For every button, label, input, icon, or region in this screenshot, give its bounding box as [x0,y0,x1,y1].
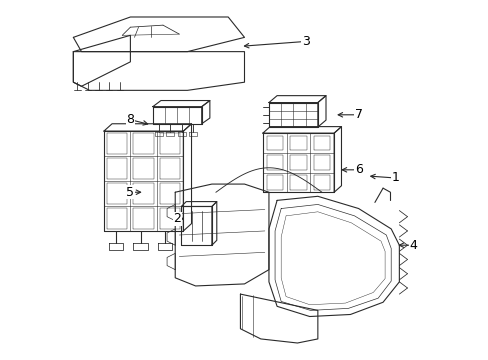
Text: 3: 3 [301,35,309,48]
Text: 6: 6 [354,163,362,176]
Text: 7: 7 [354,108,362,121]
Text: 4: 4 [409,239,417,252]
Text: 5: 5 [126,186,134,199]
Text: 2: 2 [173,212,181,225]
Text: 1: 1 [390,171,398,184]
Text: 8: 8 [126,113,134,126]
